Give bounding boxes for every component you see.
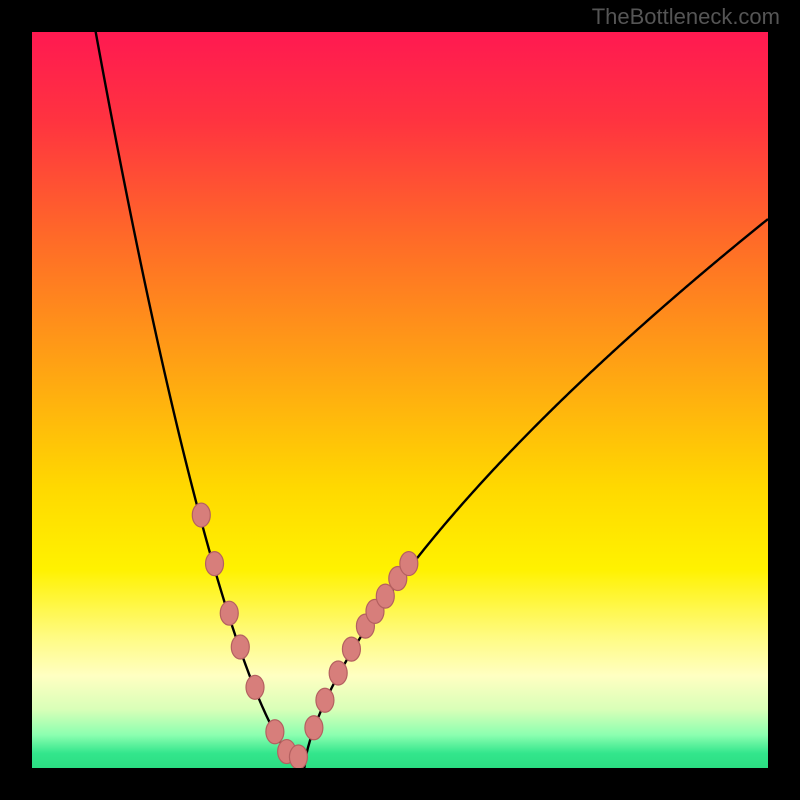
data-marker	[206, 552, 224, 576]
data-marker	[289, 745, 307, 769]
data-marker	[266, 720, 284, 744]
data-marker	[246, 675, 264, 699]
watermark-text: TheBottleneck.com	[592, 4, 780, 30]
data-marker	[342, 637, 360, 661]
data-marker	[400, 552, 418, 576]
data-marker	[220, 601, 238, 625]
chart-overlay-svg	[0, 0, 800, 800]
chart-stage: TheBottleneck.com	[0, 0, 800, 800]
data-marker	[316, 688, 334, 712]
data-marker	[231, 635, 249, 659]
data-marker	[192, 503, 210, 527]
bottleneck-curve	[32, 0, 768, 768]
data-marker	[305, 716, 323, 740]
data-marker	[329, 661, 347, 685]
